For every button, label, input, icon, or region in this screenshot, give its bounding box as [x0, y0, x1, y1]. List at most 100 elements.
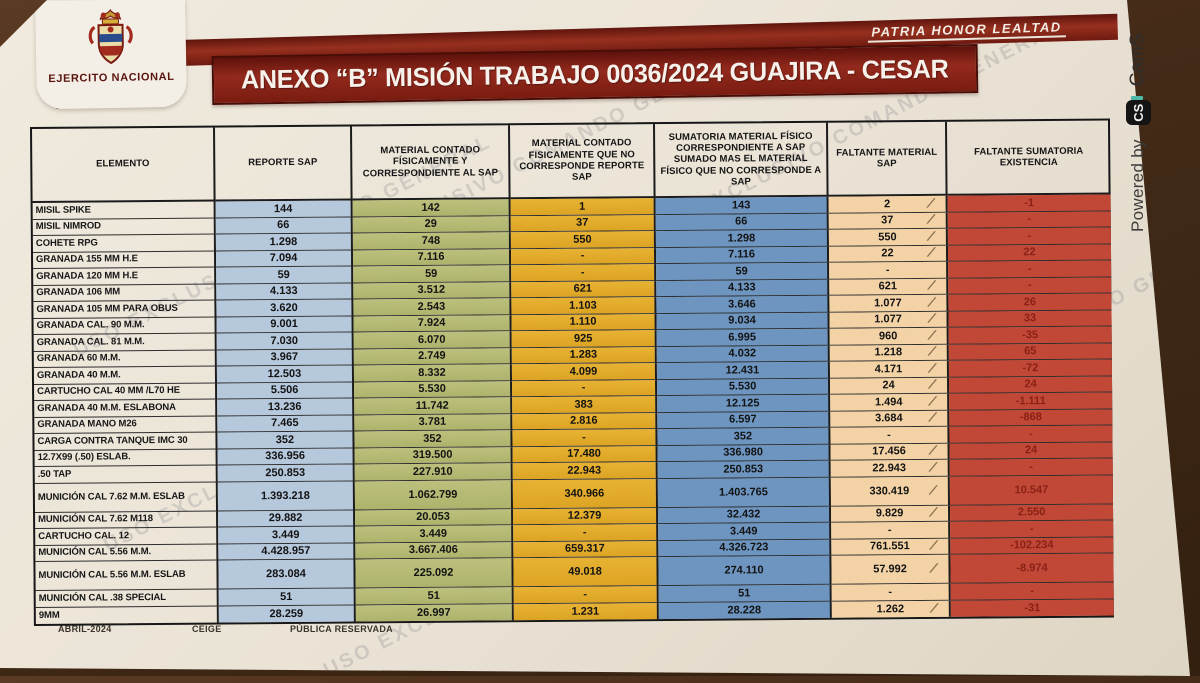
faltante-sap-value: 22.943 — [872, 461, 907, 475]
cell-faltante-sumatoria: -1.111 — [949, 392, 1113, 411]
cell-contado-no-corresponde: 621 — [511, 280, 657, 299]
cell-faltante-sap: 57.992 — [831, 554, 951, 585]
cell-contado-no-corresponde: 383 — [512, 396, 658, 414]
faltante-sap-value: 1.218 — [874, 346, 903, 359]
cell-contado-corresponde: 6.070 — [353, 331, 512, 349]
pen-checkmark — [932, 505, 936, 520]
cell-sumatoria: 6.995 — [656, 328, 830, 347]
cell-elemento: COHETE RPG — [32, 234, 216, 253]
cell-elemento: GRANADA 155 MM H.E — [32, 251, 217, 269]
cell-faltante-sumatoria: 33 — [948, 310, 1112, 328]
cell-faltante-sap: 3.684 — [830, 410, 950, 428]
cell-sumatoria: 143 — [655, 196, 829, 215]
cell-contado-no-corresponde: 659.317 — [513, 540, 659, 559]
cell-reporte-sap: 66 — [215, 216, 353, 235]
cell-reporte-sap: 28.259 — [218, 604, 356, 623]
cell-elemento: MUNICIÓN CAL 5.56 M.M. — [35, 544, 219, 562]
cell-faltante-sumatoria: - — [950, 520, 1114, 539]
cell-reporte-sap: 352 — [217, 431, 355, 450]
cell-sumatoria: 1.298 — [655, 229, 829, 248]
cell-contado-no-corresponde: 925 — [511, 330, 657, 348]
cell-contado-corresponde: 3.781 — [354, 413, 513, 432]
cell-faltante-sap: 1.218 — [829, 344, 949, 362]
cell-elemento: MUNICIÓN CAL 7.62 M118 — [35, 511, 219, 529]
cell-faltante-sumatoria: - — [948, 277, 1112, 295]
pen-checkmark — [930, 278, 934, 293]
camscanner-watermark: Powered by CS CamS — [1122, 0, 1154, 232]
table-header-row: ELEMENTO REPORTE SAP MATERIAL CONTADO FÍ… — [32, 120, 1111, 203]
cell-elemento: GRANADA 40 M.M. — [33, 366, 218, 385]
cell-faltante-sumatoria: 24 — [948, 376, 1113, 394]
cell-sumatoria: 4.326.723 — [658, 539, 832, 558]
cell-faltante-sumatoria: - — [950, 582, 1114, 601]
cell-reporte-sap: 144 — [215, 200, 353, 219]
cell-faltante-sap: 1.494 — [830, 393, 950, 412]
cell-contado-no-corresponde: 17.480 — [512, 445, 658, 464]
footer-classification: PÚBLICA RESERVADA — [290, 624, 393, 634]
cell-reporte-sap: 283.084 — [218, 559, 356, 590]
cell-sumatoria: 28.228 — [658, 601, 832, 620]
cell-contado-corresponde: 2.543 — [353, 298, 512, 316]
cell-elemento: CARTUCHO CAL 40 MM /L70 HE — [34, 383, 218, 401]
cell-faltante-sumatoria: 65 — [948, 343, 1112, 361]
faltante-sap-value: 4.171 — [874, 362, 903, 376]
column-header-faltante-sumatoria: FALTANTE SUMATORIA EXISTENCIA — [946, 120, 1111, 196]
cell-faltante-sap: 2 — [828, 195, 948, 214]
cell-faltante-sap: 9.829 — [831, 505, 951, 523]
faltante-sap-value: 1.077 — [874, 296, 902, 310]
column-header-faltante-sap: FALTANTE MATERIAL SAP — [827, 121, 948, 197]
pen-checkmark — [930, 245, 934, 260]
cell-elemento: GRANADA 106 MM — [33, 284, 217, 302]
table-body: MISIL SPIKE 144 142 1 143 2 -1 MISIL NIM… — [32, 194, 1114, 624]
cell-contado-corresponde: 7.924 — [353, 314, 512, 333]
cell-contado-no-corresponde: 49.018 — [513, 557, 659, 588]
cell-faltante-sumatoria: -35 — [948, 326, 1112, 345]
pen-checkmark — [931, 410, 935, 425]
cell-faltante-sap: 621 — [829, 278, 949, 296]
cell-reporte-sap: 4.428.957 — [218, 542, 356, 561]
cell-sumatoria: 4.032 — [656, 345, 830, 364]
cell-contado-no-corresponde: 4.099 — [511, 363, 658, 381]
faltante-sap-value: - — [887, 428, 891, 442]
cell-reporte-sap: 336.956 — [217, 447, 355, 466]
cell-contado-no-corresponde: 2.816 — [512, 412, 658, 431]
cell-sumatoria: 12.431 — [656, 361, 830, 380]
camscanner-app-name: CamS — [1127, 33, 1148, 87]
cell-faltante-sap: 761.551 — [831, 538, 951, 556]
cell-elemento: GRANADA 120 MM H.E — [33, 267, 217, 286]
faltante-sap-value: 621 — [878, 280, 897, 293]
inventory-table-wrapper: ELEMENTO REPORTE SAP MATERIAL CONTADO FÍ… — [30, 118, 1114, 626]
cell-faltante-sumatoria: - — [947, 227, 1111, 246]
faltante-sap-value: 960 — [878, 329, 898, 343]
faltante-sap-value: 3.684 — [875, 412, 903, 425]
cell-faltante-sumatoria: - — [947, 211, 1111, 229]
cell-reporte-sap: 7.465 — [217, 414, 355, 433]
pen-checkmark — [929, 196, 933, 211]
cell-elemento: CARGA CONTRA TANQUE IMC 30 — [34, 432, 218, 451]
cell-reporte-sap: 7.030 — [216, 332, 354, 351]
pen-checkmark — [931, 460, 935, 475]
faltante-sap-value: 1.262 — [876, 602, 905, 616]
cell-sumatoria: 9.034 — [656, 312, 830, 331]
cell-faltante-sap: 22 — [828, 245, 949, 263]
cell-contado-no-corresponde: 1 — [510, 198, 656, 216]
cell-contado-corresponde: 20.053 — [355, 508, 514, 527]
cell-faltante-sap: - — [829, 261, 949, 280]
cell-sumatoria: 6.597 — [657, 411, 831, 430]
cell-elemento: 12.7X99 (.50) ESLAB. — [34, 449, 218, 467]
cell-reporte-sap: 29.882 — [218, 509, 356, 528]
cell-contado-corresponde: 3.667.406 — [355, 541, 514, 560]
cell-faltante-sumatoria: -102.234 — [950, 537, 1114, 555]
cell-contado-no-corresponde: - — [510, 247, 657, 266]
cell-reporte-sap: 3.449 — [218, 526, 356, 545]
faltante-sap-value: 761.551 — [869, 540, 910, 553]
pen-checkmark — [929, 212, 933, 227]
cell-faltante-sap: 1.077 — [829, 294, 949, 313]
cell-contado-corresponde: 11.742 — [354, 397, 513, 415]
cell-elemento: MUNICIÓN CAL 7.62 M.M. ESLAB — [34, 482, 219, 513]
faltante-sap-value: 1.494 — [874, 395, 903, 409]
cell-faltante-sap: 1.262 — [831, 600, 951, 618]
cell-contado-corresponde: 748 — [352, 232, 511, 250]
pen-checkmark — [931, 483, 935, 498]
cell-sumatoria: 32.432 — [658, 506, 832, 525]
